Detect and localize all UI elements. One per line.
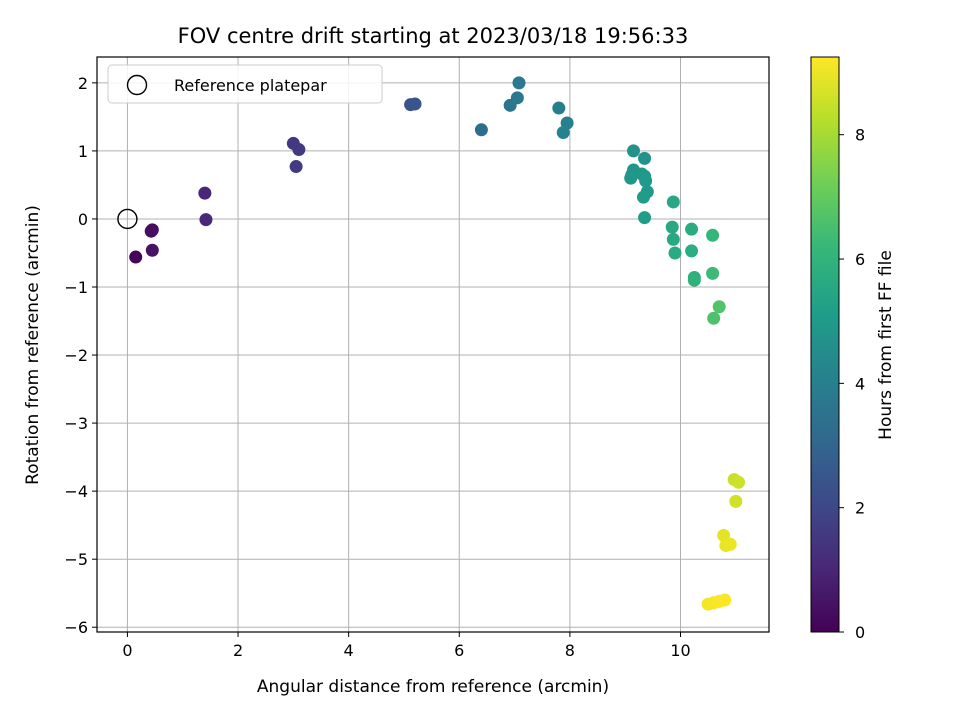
data-point — [638, 211, 652, 225]
plot-frame — [96, 56, 770, 633]
chart-title: FOV centre drift starting at 2023/03/18 … — [178, 24, 689, 48]
grid — [97, 57, 769, 632]
colorbar-tick-label: 4 — [855, 374, 865, 393]
y-tick-label: −1 — [64, 278, 88, 297]
data-point — [685, 244, 699, 258]
legend-entry-reference-platepar: Reference platepar — [174, 76, 327, 95]
data-point — [732, 475, 746, 489]
data-point — [712, 300, 726, 314]
x-tick-label: 0 — [122, 641, 132, 660]
data-point — [145, 243, 159, 257]
legend: Reference platepar — [107, 64, 383, 104]
data-point — [199, 213, 213, 227]
data-point — [706, 266, 720, 280]
data-point — [556, 126, 570, 140]
x-axis-label: Angular distance from reference (arcmin) — [257, 677, 609, 697]
colorbar-ticks: 0 2 4 6 8 — [839, 126, 865, 642]
y-tick-label: −6 — [64, 618, 88, 637]
data-point — [707, 311, 721, 325]
data-point — [626, 144, 640, 158]
data-point — [668, 246, 682, 260]
legend-box — [107, 64, 383, 104]
y-tick-label: 0 — [78, 210, 88, 229]
data-point — [408, 97, 422, 111]
reference-platepar-marker — [117, 208, 138, 230]
data-point — [292, 143, 306, 157]
legend-marker — [126, 74, 148, 96]
data-point — [685, 222, 699, 236]
data-point — [706, 228, 720, 242]
y-tick-label: −4 — [64, 482, 88, 501]
x-tick-label: 6 — [454, 641, 464, 660]
y-axis-label: Rotation from reference (arcmin) — [23, 205, 43, 485]
data-point — [638, 151, 652, 165]
y-tick-label: −5 — [64, 550, 88, 569]
colorbar: 0 2 4 6 8 Hours from first FF file — [810, 56, 896, 642]
y-tick-label: 1 — [78, 142, 88, 161]
data-point — [289, 160, 303, 174]
data-point — [512, 76, 526, 90]
data-point — [198, 186, 212, 200]
data-point — [636, 190, 650, 204]
data-point — [639, 174, 653, 188]
x-tick-label: 10 — [670, 641, 690, 660]
data-point — [510, 91, 524, 105]
colorbar-gradient — [810, 56, 840, 633]
colorbar-tick-label: 6 — [855, 250, 865, 269]
y-tick-label: 2 — [78, 74, 88, 93]
colorbar-label: Hours from first FF file — [876, 250, 896, 440]
x-tick-label: 8 — [565, 641, 575, 660]
data-point — [717, 528, 731, 542]
data-point — [729, 494, 743, 508]
colorbar-tick-label: 8 — [855, 126, 865, 145]
data-point — [624, 171, 638, 185]
y-tick-label: −3 — [64, 414, 88, 433]
data-point — [665, 220, 679, 234]
scatter-points — [129, 76, 746, 611]
data-point — [474, 123, 488, 137]
colorbar-tick-label: 0 — [855, 623, 865, 642]
data-point — [144, 224, 158, 238]
x-tick-label: 2 — [233, 641, 243, 660]
x-tick-label: 4 — [344, 641, 354, 660]
data-point — [666, 232, 680, 246]
data-point — [129, 250, 143, 264]
data-point — [552, 101, 566, 115]
data-point — [687, 273, 701, 287]
y-axis-ticks: 2 1 0 −1 −2 −3 −4 −5 −6 — [64, 74, 97, 637]
data-point — [666, 195, 680, 209]
x-axis-ticks: 0 2 4 6 8 10 — [122, 632, 691, 660]
y-tick-label: −2 — [64, 346, 88, 365]
colorbar-tick-label: 2 — [855, 499, 865, 518]
data-point — [723, 537, 737, 551]
data-point — [718, 593, 732, 607]
